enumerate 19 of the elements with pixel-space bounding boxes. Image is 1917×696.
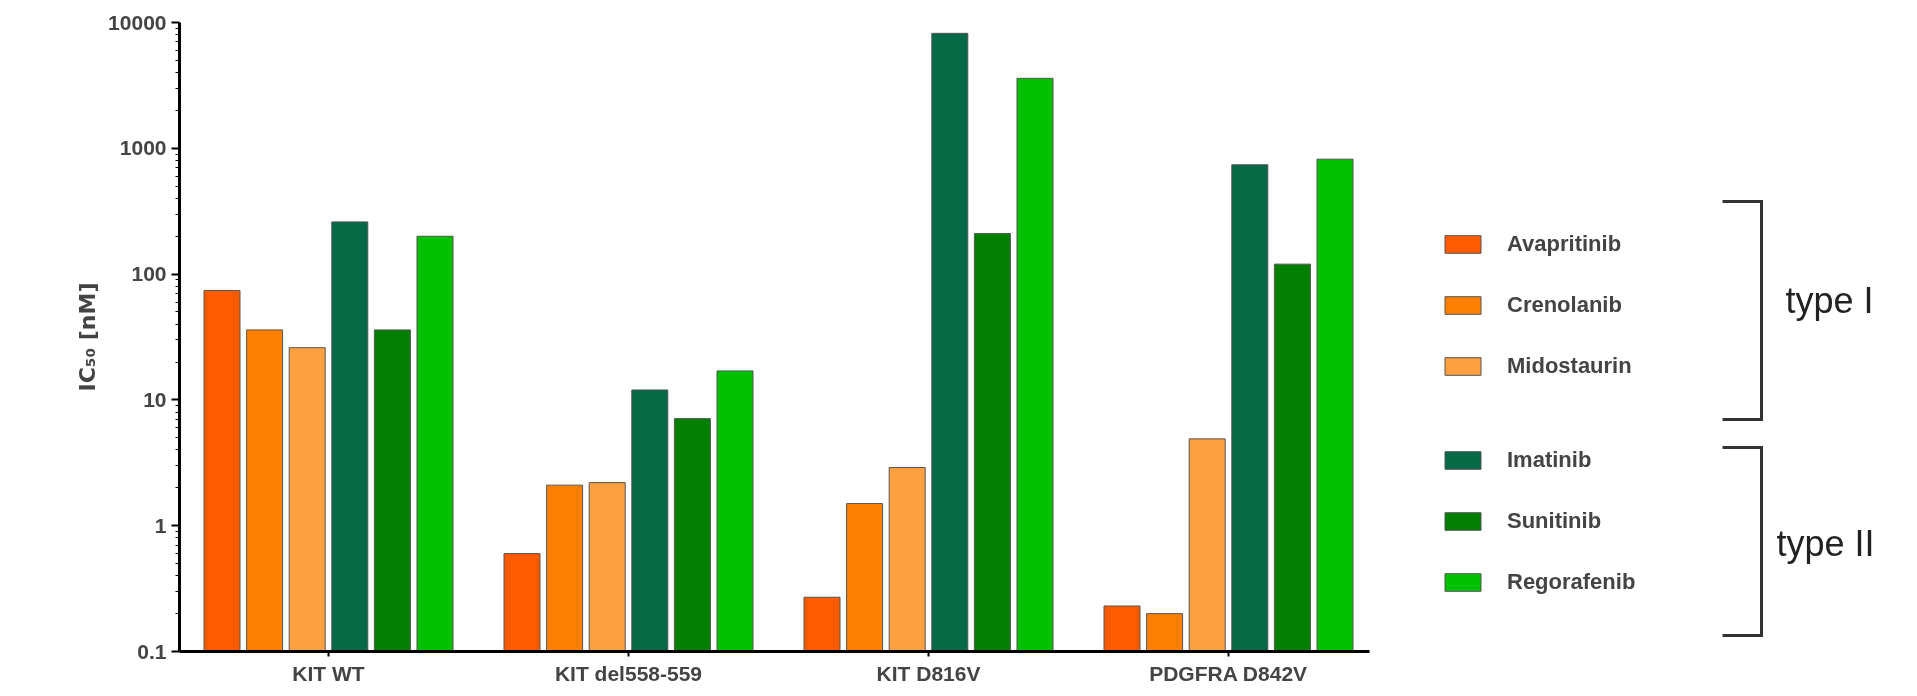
y-tick-label: 1 xyxy=(154,513,167,537)
y-tick-label: 1000 xyxy=(119,136,167,160)
x-tick-label: PDGFRA D842V xyxy=(1149,661,1308,685)
x-tick-label: KIT WT xyxy=(292,661,365,685)
x-tick-label: KIT D816V xyxy=(876,661,981,685)
y-tick-label: 10000 xyxy=(108,10,167,34)
y-tick-label: 100 xyxy=(131,262,167,286)
legend-label: Midostaurin xyxy=(1507,353,1632,379)
y-tick-label: 0.1 xyxy=(137,639,167,663)
text: type II xyxy=(1776,523,1875,564)
text: type I xyxy=(1785,280,1874,321)
legend-label: Sunitinib xyxy=(1507,508,1602,534)
x-tick-label: KIT del558-559 xyxy=(554,661,703,685)
legend-label: Regorafenib xyxy=(1507,569,1636,595)
legend-label: Crenolanib xyxy=(1507,292,1622,318)
legend-label: Imatinib xyxy=(1507,447,1592,473)
y-axis-title: IC₅₀ [nM] xyxy=(75,282,101,392)
y-tick-label: 10 xyxy=(143,387,167,411)
legend-label: Avapritinib xyxy=(1507,231,1622,257)
